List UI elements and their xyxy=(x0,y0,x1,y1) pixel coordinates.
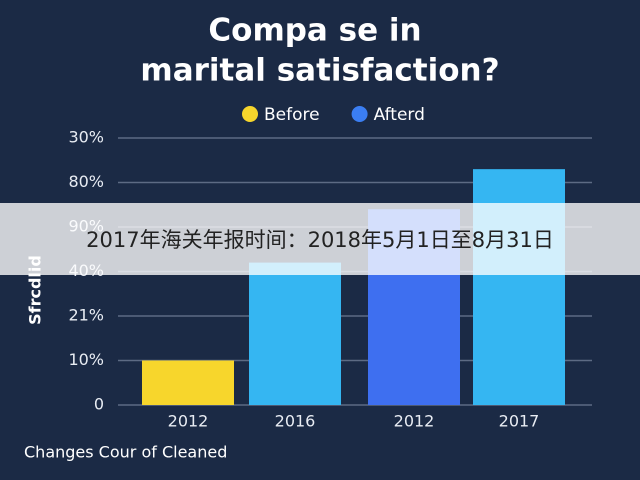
x-tick-label: 2017 xyxy=(499,412,540,431)
x-tick-label: 2012 xyxy=(168,412,209,431)
banner-band xyxy=(0,203,640,275)
x-axis-label: Changes Cour of Cleaned xyxy=(24,443,227,462)
bar xyxy=(249,262,341,405)
y-tick-label: 80% xyxy=(68,172,104,191)
legend-swatch xyxy=(351,106,368,122)
y-tick-label: 21% xyxy=(68,306,104,325)
legend-swatch xyxy=(242,106,258,122)
x-tick-label: 2016 xyxy=(275,412,316,431)
chart-title: Compa se in xyxy=(208,13,421,49)
y-tick-label: 30% xyxy=(68,128,104,147)
banner-text: 2017年海关年报时间：2018年5月1日至8月31日 xyxy=(86,228,554,252)
y-tick-label: 10% xyxy=(68,350,104,369)
legend-label: Afterd xyxy=(374,105,425,125)
bar xyxy=(142,360,234,405)
chart-title: marital satisfaction? xyxy=(140,53,499,89)
legend-label: Before xyxy=(264,105,320,125)
y-tick-label: 0 xyxy=(94,395,104,414)
x-tick-label: 2012 xyxy=(394,412,435,431)
